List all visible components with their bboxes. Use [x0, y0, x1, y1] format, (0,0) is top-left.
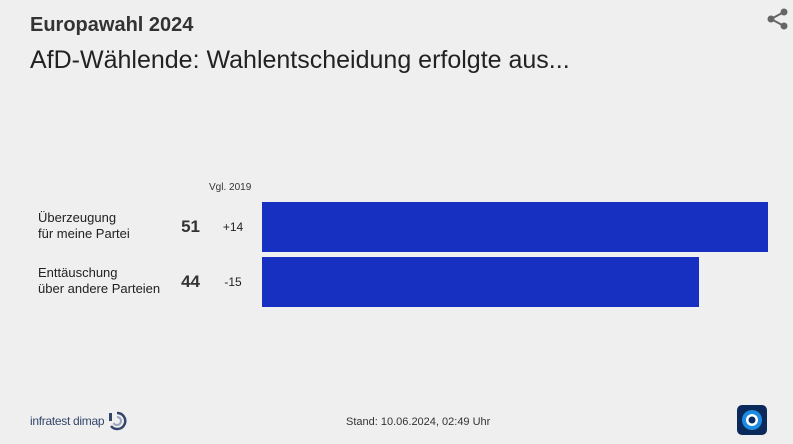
infratest-dimap-logo-icon: [109, 411, 127, 431]
category-label-line: Enttäuschung: [38, 265, 118, 280]
source-label: infratest dimap: [30, 414, 105, 428]
supertitle: Europawahl 2024: [30, 14, 194, 36]
timestamp: Stand: 10.06.2024, 02:49 Uhr: [346, 416, 491, 428]
category-label-line: Überzeugung: [38, 210, 117, 225]
bar: [262, 202, 768, 252]
chart-title: AfD-Wählende: Wahlentscheidung erfolgte …: [30, 46, 570, 74]
delta-label: +14: [222, 220, 244, 234]
category-label: Überzeugung für meine Partei: [38, 210, 178, 242]
share-icon[interactable]: [766, 8, 790, 30]
value-label: 51: [181, 217, 200, 236]
delta-label: -15: [224, 275, 242, 289]
tagesschau-logo-icon: [737, 405, 767, 435]
category-label-line: über andere Parteien: [38, 281, 161, 296]
category-label-line: für meine Partei: [38, 226, 130, 241]
bar: [262, 257, 699, 307]
value-label: 44: [181, 272, 200, 291]
category-label: Enttäuschung über andere Parteien: [38, 265, 178, 297]
comparison-header: Vgl. 2019: [209, 182, 252, 193]
